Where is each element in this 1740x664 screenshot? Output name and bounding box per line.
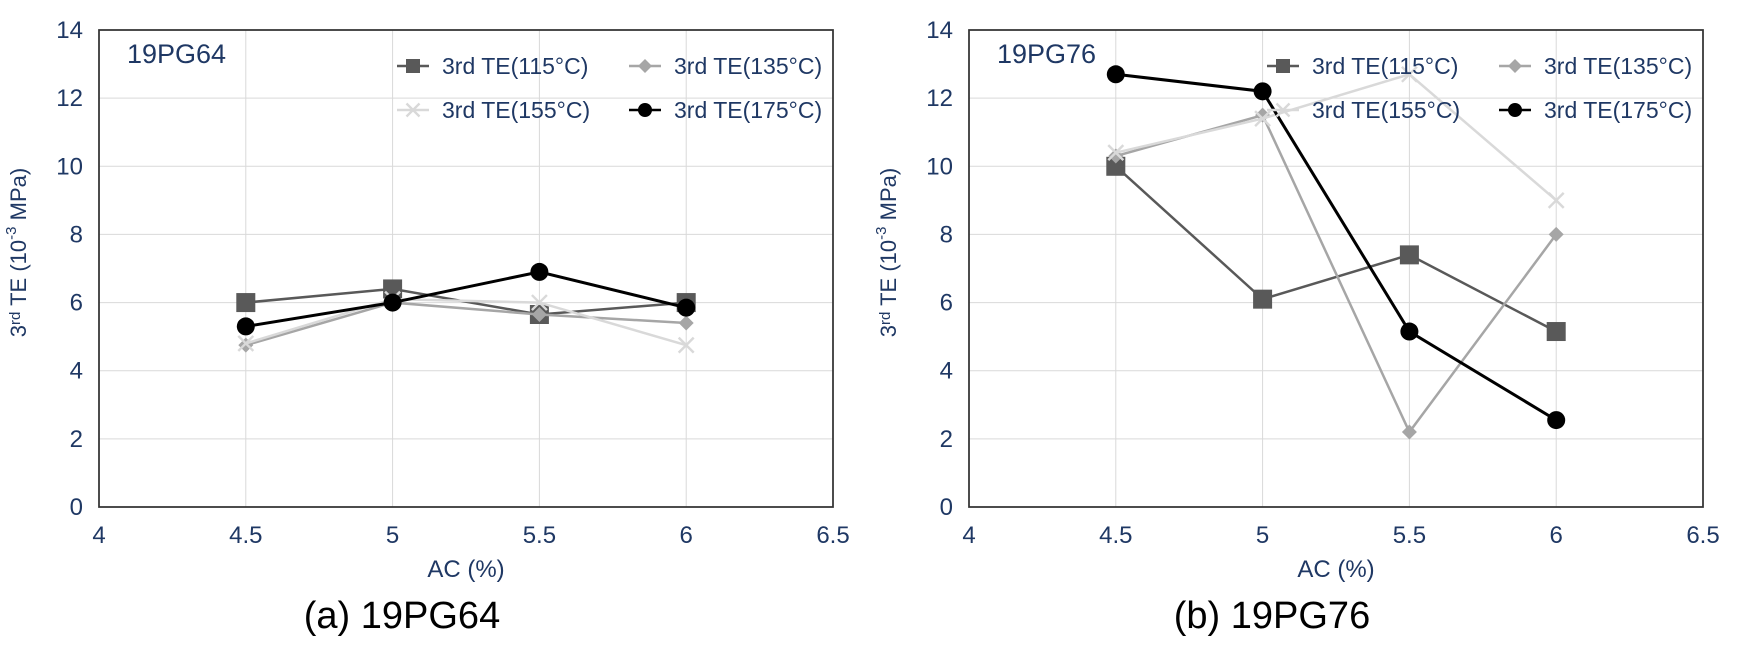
svg-text:3rd TE(175°C): 3rd TE(175°C) [674,97,822,123]
svg-text:3rd TE (10-3 MPa): 3rd TE (10-3 MPa) [873,168,901,337]
svg-text:14: 14 [56,17,83,44]
svg-text:4: 4 [70,358,83,385]
svg-text:6: 6 [70,290,83,317]
svg-text:4: 4 [92,522,105,549]
svg-text:5: 5 [1256,522,1269,549]
svg-text:3rd TE(135°C): 3rd TE(135°C) [1544,53,1692,79]
svg-text:6: 6 [940,290,953,317]
svg-text:5.5: 5.5 [523,522,556,549]
svg-text:4: 4 [962,522,975,549]
svg-text:4: 4 [940,358,953,385]
svg-text:AC (%): AC (%) [1297,556,1374,583]
svg-text:19PG64: 19PG64 [127,39,226,69]
svg-text:6: 6 [680,522,693,549]
svg-text:10: 10 [56,153,83,180]
svg-text:3rd TE(135°C): 3rd TE(135°C) [674,53,822,79]
svg-text:3rd TE(115°C): 3rd TE(115°C) [442,53,588,79]
svg-text:8: 8 [940,221,953,248]
svg-text:0: 0 [940,494,953,521]
svg-text:14: 14 [926,17,953,44]
svg-text:6.5: 6.5 [1686,522,1719,549]
svg-text:12: 12 [926,85,953,112]
svg-text:5.5: 5.5 [1393,522,1426,549]
svg-text:19PG76: 19PG76 [997,39,1096,69]
svg-text:3rd TE(175°C): 3rd TE(175°C) [1544,97,1692,123]
svg-text:4.5: 4.5 [1099,522,1132,549]
svg-text:0: 0 [70,494,83,521]
svg-text:10: 10 [926,153,953,180]
svg-text:12: 12 [56,85,83,112]
svg-text:2: 2 [70,426,83,453]
svg-text:3rd TE(155°C): 3rd TE(155°C) [1312,97,1460,123]
svg-text:2: 2 [940,426,953,453]
svg-text:8: 8 [70,221,83,248]
svg-text:3rd TE (10-3 MPa): 3rd TE (10-3 MPa) [3,168,31,337]
svg-text:3rd TE(115°C): 3rd TE(115°C) [1312,53,1458,79]
svg-text:6.5: 6.5 [816,522,849,549]
svg-text:5: 5 [386,522,399,549]
svg-text:6: 6 [1550,522,1563,549]
svg-text:4.5: 4.5 [229,522,262,549]
svg-text:3rd TE(155°C): 3rd TE(155°C) [442,97,590,123]
svg-text:AC (%): AC (%) [427,556,504,583]
